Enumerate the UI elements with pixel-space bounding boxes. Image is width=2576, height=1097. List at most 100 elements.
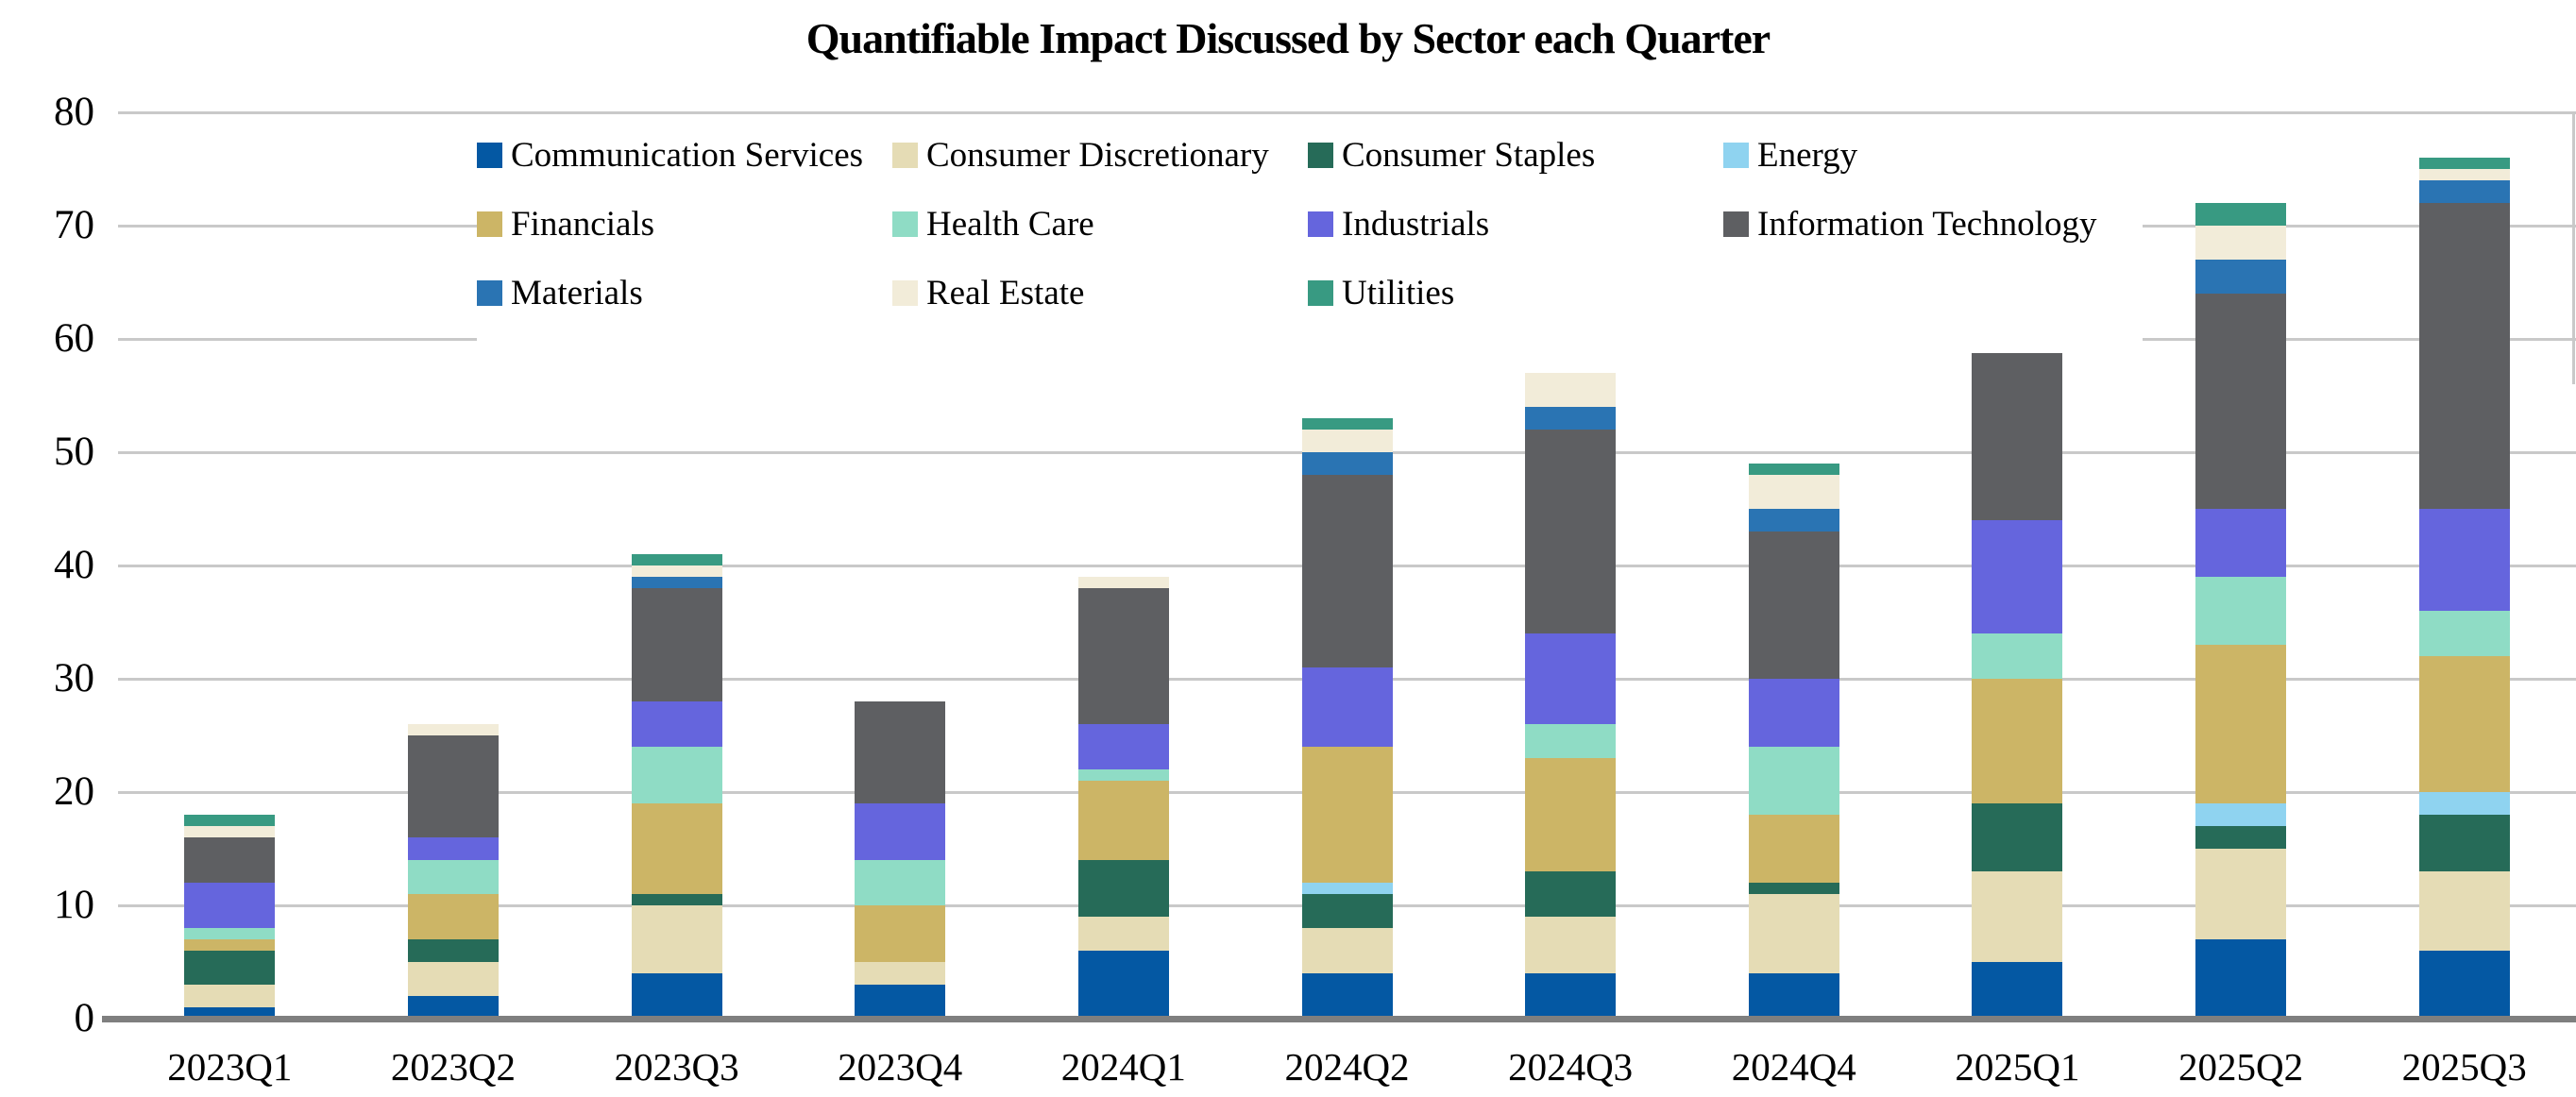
bar-segment-consumer-discretionary-2023Q2[interactable] — [407, 962, 499, 996]
bar-segment-utilities-2024Q4[interactable] — [1748, 464, 1839, 475]
bar-segment-communication-services-2024Q1[interactable] — [1077, 951, 1169, 1019]
bar-segment-real-estate-2024Q4[interactable] — [1748, 475, 1839, 509]
bar-segment-information-technology-2024Q1[interactable] — [1077, 588, 1169, 724]
bar-segment-health-care-2025Q1[interactable] — [1972, 633, 2063, 679]
legend-item-energy[interactable]: Energy — [1723, 135, 2139, 176]
bar-segment-industrials-2025Q1[interactable] — [1972, 520, 2063, 633]
bar-segment-consumer-discretionary-2024Q2[interactable] — [1301, 928, 1393, 973]
bar-segment-information-technology-2023Q1[interactable] — [184, 837, 276, 883]
bar-segment-information-technology-2024Q3[interactable] — [1525, 430, 1617, 633]
bar-segment-utilities-2023Q3[interactable] — [631, 554, 722, 565]
bar-segment-consumer-discretionary-2024Q4[interactable] — [1748, 894, 1839, 973]
bar-segment-communication-services-2025Q3[interactable] — [2418, 951, 2510, 1019]
bar-segment-energy-2025Q3[interactable] — [2418, 792, 2510, 815]
bar-segment-consumer-staples-2023Q3[interactable] — [631, 894, 722, 905]
bar-segment-communication-services-2023Q3[interactable] — [631, 973, 722, 1019]
bar-segment-financials-2023Q1[interactable] — [184, 939, 276, 951]
bar-segment-health-care-2023Q4[interactable] — [855, 860, 946, 905]
bar-segment-real-estate-2023Q3[interactable] — [631, 565, 722, 577]
legend-item-financials[interactable]: Financials — [477, 204, 892, 245]
bar-segment-consumer-discretionary-2024Q3[interactable] — [1525, 917, 1617, 973]
bar-segment-consumer-discretionary-2025Q2[interactable] — [2195, 849, 2287, 939]
bar-segment-materials-2024Q2[interactable] — [1301, 452, 1393, 475]
bar-segment-industrials-2023Q4[interactable] — [855, 803, 946, 860]
legend-item-communication-services[interactable]: Communication Services — [477, 135, 892, 176]
bar-segment-health-care-2025Q2[interactable] — [2195, 577, 2287, 645]
bar-segment-communication-services-2024Q3[interactable] — [1525, 973, 1617, 1019]
bar-segment-health-care-2023Q3[interactable] — [631, 747, 722, 803]
bar-segment-industrials-2024Q3[interactable] — [1525, 633, 1617, 724]
bar-segment-consumer-staples-2024Q3[interactable] — [1525, 871, 1617, 917]
bar-segment-utilities-2025Q2[interactable] — [2195, 203, 2287, 226]
bar-segment-industrials-2024Q1[interactable] — [1077, 724, 1169, 769]
bar-segment-financials-2023Q2[interactable] — [407, 894, 499, 939]
bar-segment-communication-services-2023Q4[interactable] — [855, 985, 946, 1019]
bar-segment-consumer-staples-2025Q2[interactable] — [2195, 826, 2287, 849]
bar-segment-consumer-staples-2024Q1[interactable] — [1077, 860, 1169, 917]
bar-segment-communication-services-2024Q2[interactable] — [1301, 973, 1393, 1019]
bar-segment-health-care-2024Q4[interactable] — [1748, 747, 1839, 815]
bar-segment-health-care-2024Q3[interactable] — [1525, 724, 1617, 758]
legend-item-health-care[interactable]: Health Care — [892, 204, 1308, 245]
bar-segment-real-estate-2025Q2[interactable] — [2195, 226, 2287, 260]
bar-segment-information-technology-2024Q4[interactable] — [1748, 532, 1839, 679]
bar-segment-financials-2023Q3[interactable] — [631, 803, 722, 894]
bar-segment-consumer-staples-2025Q1[interactable] — [1972, 803, 2063, 871]
bar-segment-financials-2025Q3[interactable] — [2418, 656, 2510, 792]
bar-segment-materials-2025Q2[interactable] — [2195, 260, 2287, 294]
bar-segment-consumer-discretionary-2023Q4[interactable] — [855, 962, 946, 985]
bar-segment-industrials-2025Q3[interactable] — [2418, 509, 2510, 611]
bar-segment-real-estate-2023Q1[interactable] — [184, 826, 276, 837]
bar-segment-information-technology-2025Q1[interactable] — [1972, 350, 2063, 520]
bar-segment-financials-2024Q4[interactable] — [1748, 815, 1839, 883]
bar-segment-financials-2024Q2[interactable] — [1301, 747, 1393, 883]
bar-segment-consumer-discretionary-2025Q1[interactable] — [1972, 871, 2063, 962]
bar-segment-consumer-discretionary-2025Q3[interactable] — [2418, 871, 2510, 951]
legend-item-industrials[interactable]: Industrials — [1308, 204, 1723, 245]
bar-segment-health-care-2024Q1[interactable] — [1077, 769, 1169, 781]
bar-segment-consumer-staples-2025Q3[interactable] — [2418, 815, 2510, 871]
bar-segment-energy-2024Q2[interactable] — [1301, 883, 1393, 894]
bar-segment-industrials-2024Q4[interactable] — [1748, 679, 1839, 747]
bar-segment-industrials-2023Q2[interactable] — [407, 837, 499, 860]
bar-segment-consumer-staples-2023Q2[interactable] — [407, 939, 499, 962]
bar-segment-information-technology-2025Q3[interactable] — [2418, 203, 2510, 509]
bar-segment-real-estate-2024Q2[interactable] — [1301, 430, 1393, 452]
bar-segment-financials-2025Q2[interactable] — [2195, 645, 2287, 803]
bar-segment-financials-2024Q3[interactable] — [1525, 758, 1617, 871]
bar-segment-consumer-staples-2023Q1[interactable] — [184, 951, 276, 985]
bar-segment-consumer-staples-2024Q4[interactable] — [1748, 883, 1839, 894]
bar-segment-materials-2024Q4[interactable] — [1748, 509, 1839, 532]
bar-segment-communication-services-2025Q1[interactable] — [1972, 962, 2063, 1019]
bar-segment-materials-2024Q3[interactable] — [1525, 407, 1617, 430]
bar-segment-consumer-discretionary-2023Q1[interactable] — [184, 985, 276, 1007]
bar-segment-information-technology-2023Q3[interactable] — [631, 588, 722, 701]
legend-item-consumer-staples[interactable]: Consumer Staples — [1308, 135, 1723, 176]
legend-item-consumer-discretionary[interactable]: Consumer Discretionary — [892, 135, 1308, 176]
bar-segment-financials-2024Q1[interactable] — [1077, 781, 1169, 860]
bar-segment-communication-services-2023Q2[interactable] — [407, 996, 499, 1019]
bar-segment-information-technology-2023Q2[interactable] — [407, 735, 499, 837]
bar-segment-real-estate-2023Q2[interactable] — [407, 724, 499, 735]
legend-item-real-estate[interactable]: Real Estate — [892, 273, 1308, 313]
bar-segment-materials-2025Q3[interactable] — [2418, 180, 2510, 203]
bar-segment-materials-2023Q3[interactable] — [631, 577, 722, 588]
bar-segment-utilities-2023Q1[interactable] — [184, 815, 276, 826]
bar-segment-utilities-2025Q3[interactable] — [2418, 158, 2510, 169]
bar-segment-real-estate-2024Q1[interactable] — [1077, 577, 1169, 588]
bar-segment-information-technology-2023Q4[interactable] — [855, 701, 946, 803]
bar-segment-industrials-2024Q2[interactable] — [1301, 667, 1393, 747]
legend-item-materials[interactable]: Materials — [477, 273, 892, 313]
bar-segment-communication-services-2025Q2[interactable] — [2195, 939, 2287, 1019]
bar-segment-health-care-2025Q3[interactable] — [2418, 611, 2510, 656]
bar-segment-industrials-2023Q1[interactable] — [184, 883, 276, 928]
legend-item-information-technology[interactable]: Information Technology — [1723, 204, 2139, 245]
bar-segment-information-technology-2024Q2[interactable] — [1301, 475, 1393, 667]
bar-segment-financials-2023Q4[interactable] — [855, 905, 946, 962]
bar-segment-consumer-discretionary-2023Q3[interactable] — [631, 905, 722, 973]
bar-segment-utilities-2024Q2[interactable] — [1301, 418, 1393, 430]
bar-segment-industrials-2025Q2[interactable] — [2195, 509, 2287, 577]
bar-segment-real-estate-2025Q3[interactable] — [2418, 169, 2510, 180]
bar-segment-consumer-staples-2024Q2[interactable] — [1301, 894, 1393, 928]
bar-segment-information-technology-2025Q2[interactable] — [2195, 294, 2287, 509]
